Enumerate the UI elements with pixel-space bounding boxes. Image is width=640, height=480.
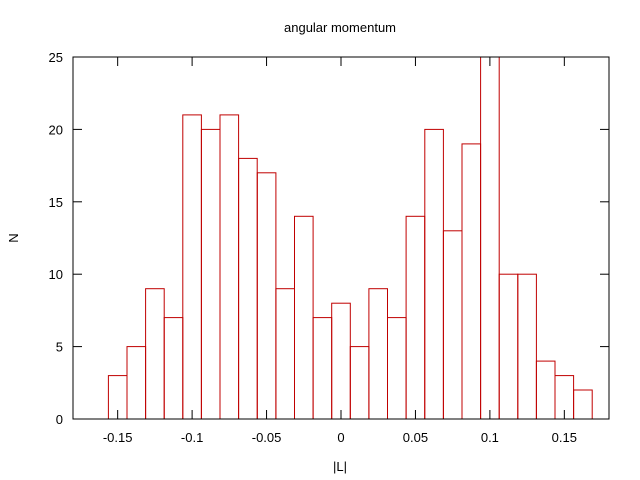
histogram-bar — [238, 157, 258, 420]
x-tick-label: -0.1 — [181, 430, 203, 445]
y-tick-label: 15 — [49, 195, 63, 210]
chart-title: angular momentum — [284, 20, 396, 35]
histogram-bar — [200, 128, 221, 420]
histogram-bar — [145, 288, 165, 420]
axis-ticks: -0.15 -0.1 -0.05 0 0.05 0.1 0.15 0 5 10 15 20 25 — [49, 50, 609, 445]
x-tick-label: 0.05 — [403, 430, 428, 445]
x-tick-label: 0 — [337, 430, 344, 445]
y-tick-label: 0 — [56, 412, 63, 427]
x-tick-label: 0.15 — [552, 430, 577, 445]
x-tick-label: 0.1 — [481, 430, 499, 445]
histogram-bar — [294, 215, 314, 420]
histogram-bar — [498, 273, 519, 420]
histogram-bar — [573, 389, 593, 420]
histogram-bar — [424, 128, 444, 420]
histogram-bar — [219, 114, 240, 420]
histogram-bar — [275, 288, 295, 420]
y-tick-label: 5 — [56, 340, 63, 355]
histogram-bar — [349, 346, 370, 420]
histogram-bar — [405, 215, 426, 420]
histogram-bar — [163, 317, 184, 420]
histogram-bar — [126, 346, 147, 420]
histogram-bars — [107, 56, 593, 420]
y-tick-label: 25 — [49, 50, 63, 65]
histogram-bar — [442, 230, 463, 420]
plot-frame — [72, 56, 610, 420]
x-tick-label: -0.15 — [103, 430, 133, 445]
y-tick-label: 10 — [49, 267, 63, 282]
histogram-bar — [387, 317, 407, 420]
histogram-bar — [312, 317, 333, 420]
histogram-bar — [256, 172, 277, 420]
histogram-bar — [535, 360, 556, 420]
x-tick-label: -0.05 — [252, 430, 282, 445]
histogram-bar — [368, 288, 388, 420]
y-axis-label: N — [6, 233, 21, 242]
y-tick-label: 20 — [49, 122, 63, 137]
histogram-bar — [331, 302, 351, 420]
x-axis-label: |L| — [333, 459, 347, 474]
histogram-bar — [517, 273, 537, 420]
histogram-bar — [480, 56, 500, 420]
histogram-bar — [182, 114, 202, 420]
histogram-bar — [461, 143, 482, 420]
